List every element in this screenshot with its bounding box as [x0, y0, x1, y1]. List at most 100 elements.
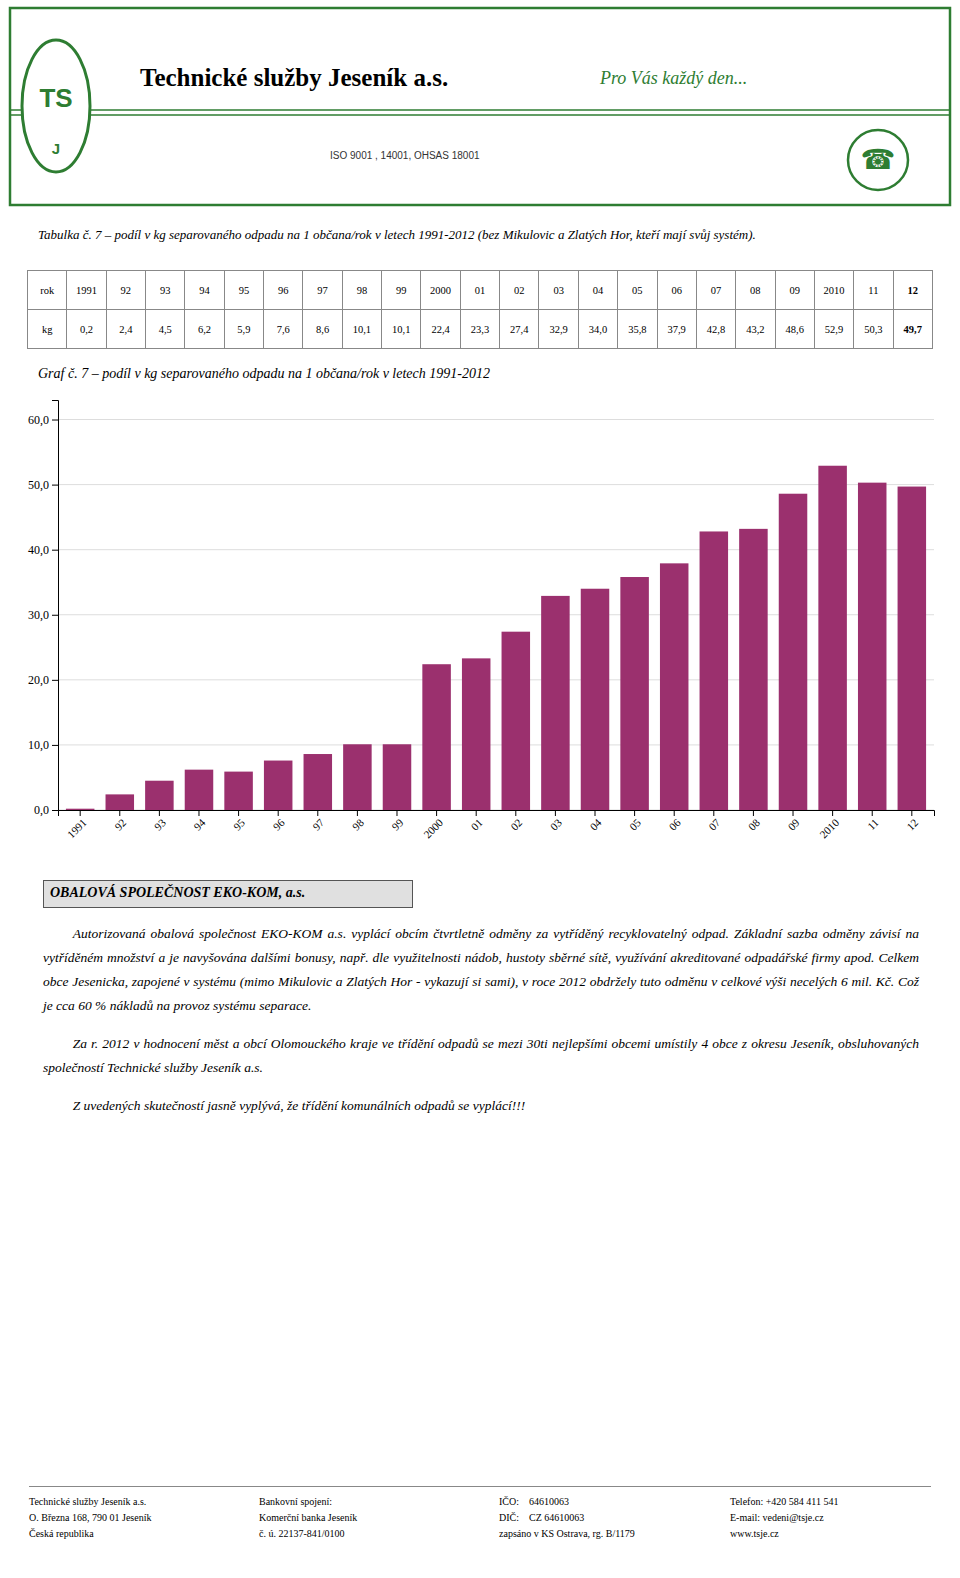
tick-label: 08 [746, 816, 763, 833]
x-axis: 1991929394959697989920000102030405060708… [59, 810, 935, 840]
x-tick: 93 [152, 810, 169, 833]
tick-mark [52, 485, 58, 486]
footer-column: Technické služby Jeseník a.s.O. Března 1… [29, 1494, 151, 1542]
footer-rule [29, 1486, 931, 1487]
table-cell: 01 [460, 271, 499, 310]
logo-oval [22, 40, 90, 172]
table-row: rok1991929394959697989920000102030405060… [28, 271, 933, 310]
tick-label: 07 [706, 816, 723, 833]
table-cell: 43,2 [736, 310, 775, 349]
y-tick: 60,0 [28, 413, 58, 427]
x-tick: 08 [746, 810, 763, 833]
y-tick: 40,0 [28, 543, 58, 557]
tick-mark [52, 550, 58, 551]
y-tick: 50,0 [28, 478, 58, 492]
table-cell: 37,9 [657, 310, 696, 349]
tick-label: 95 [231, 816, 248, 833]
header-rule [10, 114, 950, 116]
footer-line: Technické služby Jeseník a.s. [29, 1494, 151, 1510]
tick-label: 97 [310, 816, 327, 833]
axis-line [52, 401, 59, 811]
tick-mark [476, 810, 477, 816]
table-cell: 10,1 [342, 310, 381, 349]
table-cell: 49,7 [893, 310, 932, 349]
bar [106, 794, 135, 810]
bar [779, 494, 808, 810]
table-cell: 1991 [67, 271, 106, 310]
phone-icon: ☎ [861, 143, 896, 176]
table-cell: 10,1 [382, 310, 421, 349]
x-tick: 11 [865, 810, 881, 832]
table-cell: 27,4 [500, 310, 539, 349]
bar [383, 744, 412, 810]
bar [66, 809, 95, 810]
table-cell: 05 [618, 271, 657, 310]
x-tick: 04 [587, 810, 604, 833]
tick-mark [634, 810, 635, 816]
footer-line: č. ú. 22137-841/0100 [259, 1526, 357, 1542]
tick-label: 99 [389, 816, 406, 833]
table-cell: 09 [775, 271, 814, 310]
tick-mark [357, 810, 358, 816]
bar [700, 531, 729, 810]
tick-mark [198, 810, 199, 816]
tick-mark [911, 810, 912, 816]
bar [304, 754, 333, 810]
bar [502, 632, 531, 810]
tick-mark [159, 810, 160, 816]
tick-mark [753, 810, 754, 816]
tick-label: 60,0 [28, 413, 49, 427]
table-cell: 2010 [814, 271, 853, 310]
bar [858, 483, 887, 810]
table-cell: 08 [736, 271, 775, 310]
table-cell: 06 [657, 271, 696, 310]
table-cell: 6,2 [185, 310, 224, 349]
tick-label: 20,0 [28, 673, 49, 687]
footer-line: Telefon: +420 584 411 541 [730, 1494, 838, 1510]
table-cell: 97 [303, 271, 342, 310]
paragraph: Za r. 2012 v hodnocení měst a obcí Olomo… [43, 1032, 919, 1080]
tick-label: 09 [785, 816, 802, 833]
grid-line [58, 484, 934, 485]
tick-mark [52, 420, 58, 421]
footer-line: Komerční banka Jeseník [259, 1510, 357, 1526]
tick-label: 06 [667, 816, 684, 833]
phone-circle [848, 130, 908, 190]
bar [739, 529, 768, 810]
header: TSJTechnické služby Jeseník a.s.Pro Vás … [0, 0, 960, 210]
table-cell: 5,9 [224, 310, 263, 349]
table-cell: 35,8 [618, 310, 657, 349]
iso-text: ISO 9001 , 14001, OHSAS 18001 [330, 150, 480, 161]
tick-label: 30,0 [28, 608, 49, 622]
tick-mark [436, 810, 437, 816]
tick-mark [52, 615, 58, 616]
table-cell: 03 [539, 271, 578, 310]
table-cell: kg [28, 310, 67, 349]
tick-mark [595, 810, 596, 816]
table-cell: 93 [146, 271, 185, 310]
y-tick: 30,0 [28, 608, 58, 622]
x-tick: 06 [667, 810, 684, 833]
footer-column: Bankovní spojení:Komerční banka Jeseníkč… [259, 1494, 357, 1542]
table-cell: 11 [854, 271, 893, 310]
bar [145, 781, 174, 810]
tick-mark [515, 810, 516, 816]
bar [818, 466, 847, 810]
header-border [10, 8, 950, 205]
x-tick: 09 [785, 810, 802, 833]
tick-mark [396, 810, 397, 816]
table-cell: 96 [264, 271, 303, 310]
text-body: Autorizovaná obalová společnost EKO-KOM … [43, 922, 919, 1132]
x-tick: 2010 [817, 810, 841, 840]
tick-label: 11 [865, 816, 881, 832]
axis-line [59, 811, 935, 817]
logo-text: J [52, 140, 60, 157]
tick-mark [872, 810, 873, 816]
table-cell: 4,5 [146, 310, 185, 349]
slogan: Pro Vás každý den... [599, 68, 747, 88]
bar [620, 577, 649, 810]
table-body: rok1991929394959697989920000102030405060… [28, 271, 933, 349]
paragraph: Autorizovaná obalová společnost EKO-KOM … [43, 922, 919, 1018]
tick-mark [674, 810, 675, 816]
tick-mark [52, 810, 58, 811]
